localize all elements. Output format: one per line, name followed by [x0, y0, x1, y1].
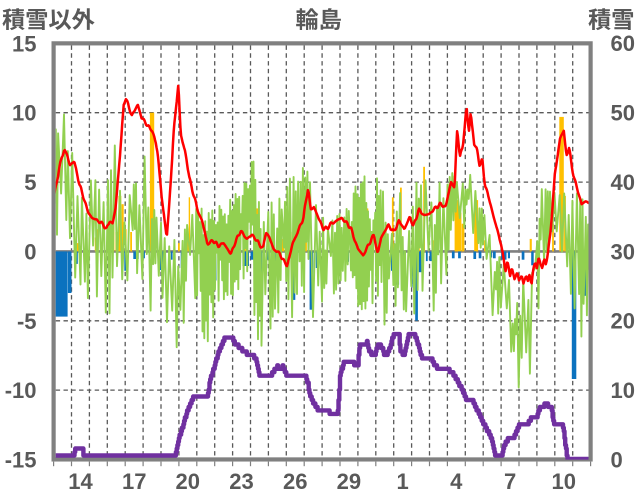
- svg-text:15: 15: [12, 31, 36, 56]
- svg-text:4: 4: [450, 469, 463, 494]
- svg-text:30: 30: [611, 239, 635, 264]
- svg-text:-15: -15: [5, 447, 37, 472]
- svg-text:17: 17: [122, 469, 146, 494]
- svg-text:1: 1: [396, 469, 408, 494]
- svg-text:20: 20: [611, 309, 635, 334]
- svg-text:-5: -5: [17, 309, 37, 334]
- svg-text:10: 10: [12, 101, 36, 126]
- svg-text:14: 14: [68, 469, 93, 494]
- svg-text:60: 60: [611, 31, 635, 56]
- svg-text:0: 0: [24, 239, 36, 264]
- svg-text:29: 29: [337, 469, 361, 494]
- svg-text:0: 0: [611, 447, 623, 472]
- svg-text:20: 20: [176, 469, 200, 494]
- svg-text:23: 23: [229, 469, 253, 494]
- svg-text:10: 10: [552, 469, 576, 494]
- svg-text:5: 5: [24, 170, 36, 195]
- svg-text:50: 50: [611, 101, 635, 126]
- svg-text:-10: -10: [5, 378, 37, 403]
- svg-text:10: 10: [611, 378, 635, 403]
- svg-text:7: 7: [504, 469, 516, 494]
- svg-text:26: 26: [283, 469, 307, 494]
- svg-text:40: 40: [611, 170, 635, 195]
